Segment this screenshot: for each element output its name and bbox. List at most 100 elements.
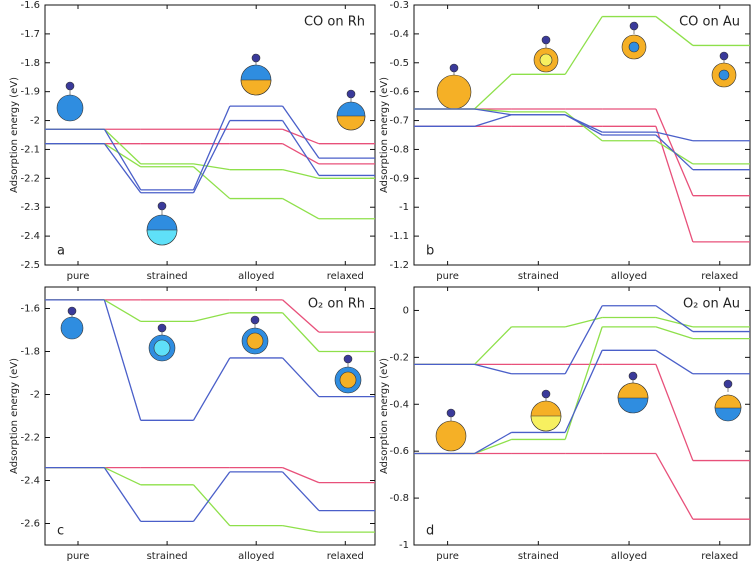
chart-title: CO on Rh [304, 15, 365, 30]
connector [282, 471, 320, 512]
y-tick-label: -0.4 [389, 29, 409, 40]
x-tick-label: pure [436, 551, 459, 562]
x-tick-label: alloyed [238, 551, 274, 562]
connector [104, 299, 142, 322]
connector [474, 114, 512, 127]
connector [474, 326, 512, 365]
y-tick-label: -1.1 [389, 231, 409, 242]
y-tick-label: -2.5 [20, 260, 40, 271]
y-tick-label: -0.2 [389, 352, 409, 363]
x-tick-label: pure [67, 551, 90, 562]
y-tick-label: -2.4 [20, 231, 40, 242]
x-tick-label: strained [147, 271, 188, 282]
y-tick-label: -2 [30, 390, 40, 401]
connector [655, 349, 694, 375]
y-tick-label: -2.3 [20, 202, 40, 213]
connector [103, 299, 142, 421]
y-tick-label: -0.8 [389, 144, 409, 155]
connector [282, 466, 320, 484]
connector [282, 105, 320, 159]
y-tick-label: -1.8 [20, 347, 40, 358]
connector [655, 305, 694, 333]
x-tick-label: relaxed [327, 271, 364, 282]
panel: -2.5 -2.4 -2.3 -2.2 -2.1 -2 -1.9 -1.8 -1.7 -1.6 pu… [9, 0, 376, 282]
y-tick-label: -1.2 [389, 260, 409, 271]
connector [193, 163, 230, 171]
connector [103, 128, 142, 165]
connector [103, 467, 142, 522]
panel: -1 -0.8 -0.6 -0.4 -0.2 0 pure strained alloyed re… [379, 286, 751, 562]
connector [282, 197, 320, 220]
connector [192, 471, 231, 522]
connector [474, 363, 512, 375]
molecule-icons [56, 21, 742, 452]
x-tick-label: alloyed [238, 271, 274, 282]
connector [282, 169, 320, 179]
connector [474, 438, 512, 455]
connector [564, 326, 603, 440]
connector [655, 364, 694, 461]
connector [655, 326, 694, 340]
connector [655, 134, 694, 171]
connector [655, 453, 694, 520]
panel: -2.6 -2.4 -2.2 -2 -1.8 -1.6 pure strained alloye… [9, 286, 376, 562]
connector [564, 114, 603, 136]
connector [655, 131, 694, 142]
connector [282, 143, 320, 165]
connector [474, 108, 512, 116]
y-tick-label: -1.6 [20, 0, 40, 11]
y-tick-label: -2.1 [20, 144, 40, 155]
connector [565, 316, 603, 328]
connector [192, 357, 231, 421]
connector [282, 357, 320, 398]
y-tick-label: -1.7 [20, 29, 40, 40]
connector [564, 305, 603, 375]
y-tick-label: -0.6 [389, 87, 409, 98]
chart-title: O₂ on Au [683, 297, 740, 312]
y-axis-label: Adsorption energy (eV) [9, 358, 20, 474]
connector [103, 143, 142, 194]
y-tick-label: 0 [403, 305, 409, 316]
chart-title: O₂ on Rh [308, 297, 365, 312]
plot-frame [413, 286, 751, 546]
x-tick-label: alloyed [611, 271, 647, 282]
connector [282, 299, 320, 333]
x-tick-label: pure [436, 271, 459, 282]
connector [655, 16, 694, 46]
x-tick-label: strained [518, 271, 559, 282]
y-tick-label: -2.2 [20, 173, 40, 184]
x-tick-label: relaxed [701, 271, 738, 282]
x-tick-label: strained [147, 551, 188, 562]
y-tick-label: -2 [30, 116, 40, 127]
connector [282, 525, 320, 533]
y-tick-label: -1.9 [20, 87, 40, 98]
y-axis-label: Adsorption energy (eV) [379, 358, 390, 474]
chart-title: CO on Au [679, 15, 740, 30]
y-tick-label: -1 [399, 540, 409, 551]
y-axis-label: Adsorption energy (eV) [379, 77, 390, 193]
connector [564, 16, 603, 75]
plot-frame [413, 4, 751, 266]
connector [104, 143, 142, 168]
connector [282, 120, 320, 176]
connector [564, 111, 603, 142]
x-tick-label: pure [67, 271, 90, 282]
connector [193, 312, 230, 323]
y-tick-label: -2.6 [20, 519, 40, 530]
y-tick-label: -2.2 [20, 433, 40, 444]
y-tick-label: -2.4 [20, 476, 40, 487]
y-tick-label: -1 [399, 202, 409, 213]
plot-frame [44, 4, 376, 266]
connector [104, 467, 141, 486]
y-tick-label: -0.5 [389, 58, 409, 69]
y-tick-label: -0.3 [389, 0, 409, 11]
y-tick-label: -0.7 [389, 116, 409, 127]
panel-label: d [426, 524, 434, 539]
panel: -1.2 -1.1 -1 -0.9 -0.8 -0.7 -0.6 -0.5 -0.4 -0.3 pu… [379, 0, 751, 282]
panel-label: c [57, 524, 64, 539]
y-tick-label: -0.8 [389, 493, 409, 504]
y-tick-label: -0.6 [389, 446, 409, 457]
panel-label: a [57, 244, 65, 259]
